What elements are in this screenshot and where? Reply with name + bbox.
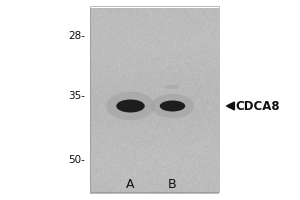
Ellipse shape: [165, 85, 180, 89]
Text: 50-: 50-: [69, 155, 86, 165]
Text: CDCA8: CDCA8: [235, 99, 280, 112]
Polygon shape: [226, 102, 234, 110]
Ellipse shape: [106, 92, 155, 120]
Ellipse shape: [151, 94, 194, 118]
Ellipse shape: [160, 100, 185, 112]
Text: B: B: [168, 178, 177, 192]
Text: A: A: [126, 178, 135, 192]
Text: 35-: 35-: [68, 91, 86, 101]
Bar: [90, 6, 219, 192]
Text: 28-: 28-: [68, 31, 86, 41]
Ellipse shape: [116, 99, 145, 112]
